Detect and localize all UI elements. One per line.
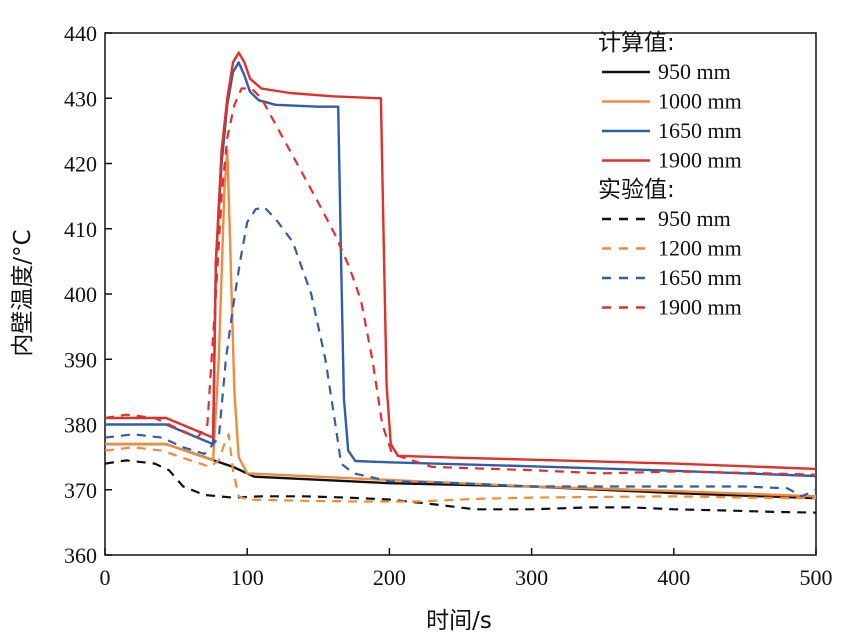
y-tick-label: 410	[64, 217, 97, 242]
legend-label: 1650 mm	[658, 265, 742, 290]
series-line-4	[105, 51, 816, 471]
y-tick-label: 370	[64, 478, 97, 503]
x-tick-label: 500	[800, 565, 833, 590]
series-line-6	[105, 433, 816, 503]
legend-label: 1000 mm	[658, 89, 742, 114]
x-tick-label: 0	[100, 565, 111, 590]
legend-label: 1650 mm	[658, 118, 742, 143]
legend-label: 1200 mm	[658, 236, 742, 261]
x-tick-label: 300	[515, 565, 548, 590]
x-tick-label: 400	[657, 565, 690, 590]
y-tick-label: 400	[64, 282, 97, 307]
legend-heading-1: 计算值:	[598, 30, 675, 56]
series-line-5	[105, 459, 816, 514]
axis-ticks: 0 100 200 300 400 500 360 370 380 390 400 410 420 430…	[64, 21, 833, 590]
y-tick-label: 390	[64, 347, 97, 372]
y-tick-label: 380	[64, 413, 97, 438]
x-tick-label: 100	[231, 565, 264, 590]
series-line-8	[105, 87, 816, 476]
y-tick-label: 440	[64, 21, 97, 46]
legend-label: 950 mm	[658, 206, 731, 231]
legend-label: 1900 mm	[658, 295, 742, 320]
x-tick-label: 200	[373, 565, 406, 590]
legend-heading-2: 实验值:	[598, 177, 675, 203]
y-tick-label: 420	[64, 152, 97, 177]
series-line-7	[105, 206, 816, 498]
series-layer	[105, 51, 816, 514]
legend: 计算值: 950 mm 1000 mm 1650 mm 1900 mm 实验值: 950 m…	[598, 30, 742, 320]
x-axis-label: 时间/s	[426, 608, 492, 634]
y-tick-label: 360	[64, 543, 97, 568]
legend-label: 1900 mm	[658, 148, 742, 173]
legend-label: 950 mm	[658, 59, 731, 84]
y-axis-label: 内壁温度/°C	[10, 229, 36, 356]
y-tick-label: 430	[64, 86, 97, 111]
